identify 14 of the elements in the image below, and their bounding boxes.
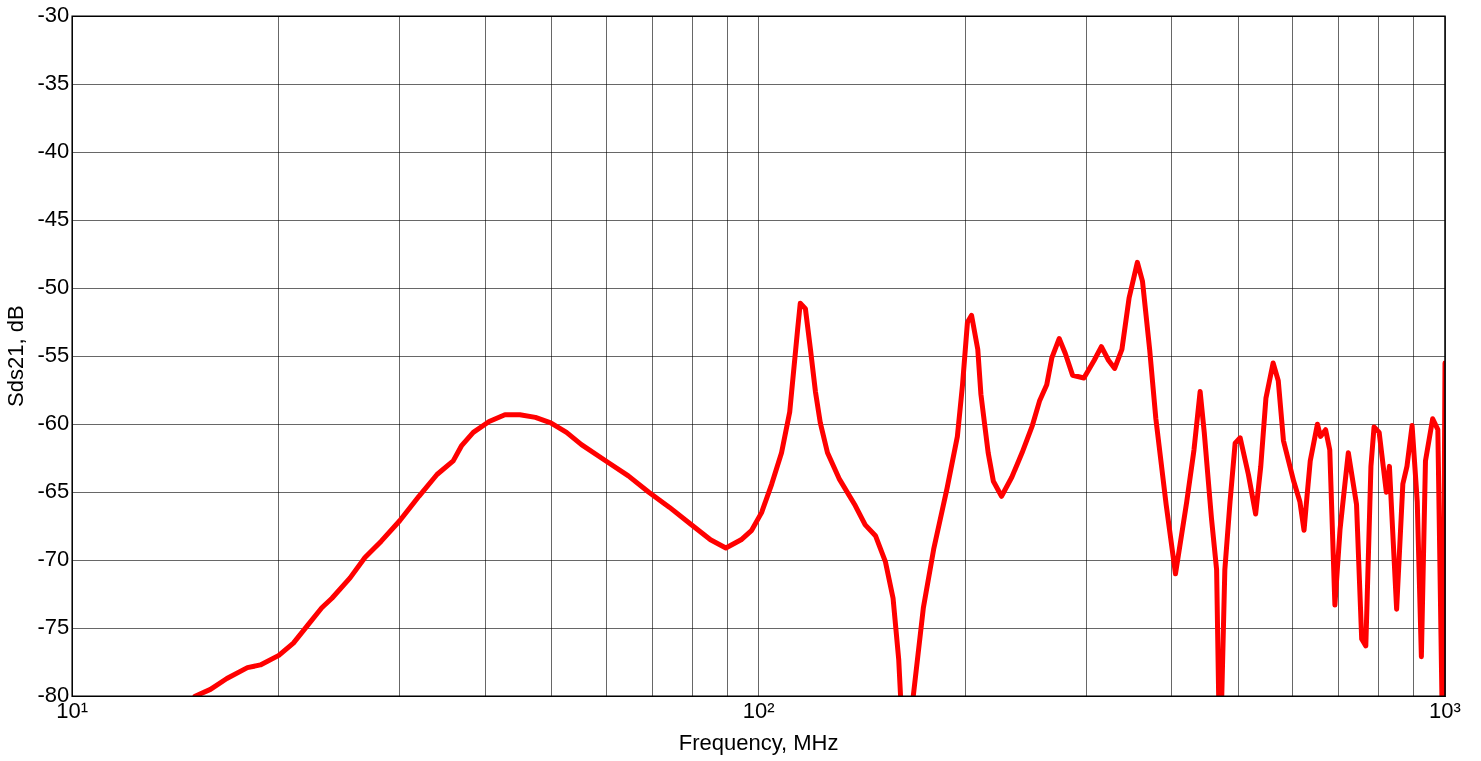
y-tick-label: -40	[37, 138, 70, 164]
x-tick-label: 10²	[742, 698, 775, 724]
y-tick-label: -35	[37, 70, 70, 96]
y-tick-label: -45	[37, 206, 70, 232]
y-axis-title: Sds21, dB	[3, 305, 29, 407]
y-tick-label: -65	[37, 478, 70, 504]
x-axis-title: Frequency, MHz	[678, 729, 839, 755]
y-tick-label: -75	[37, 614, 70, 640]
y-tick-label: -60	[37, 410, 70, 436]
y-tick-label: -55	[37, 342, 70, 368]
y-tick-label: -50	[37, 274, 70, 300]
x-tick-label: 10³	[1429, 698, 1461, 724]
y-tick-label: -70	[37, 546, 70, 572]
y-tick-label: -30	[37, 2, 70, 28]
